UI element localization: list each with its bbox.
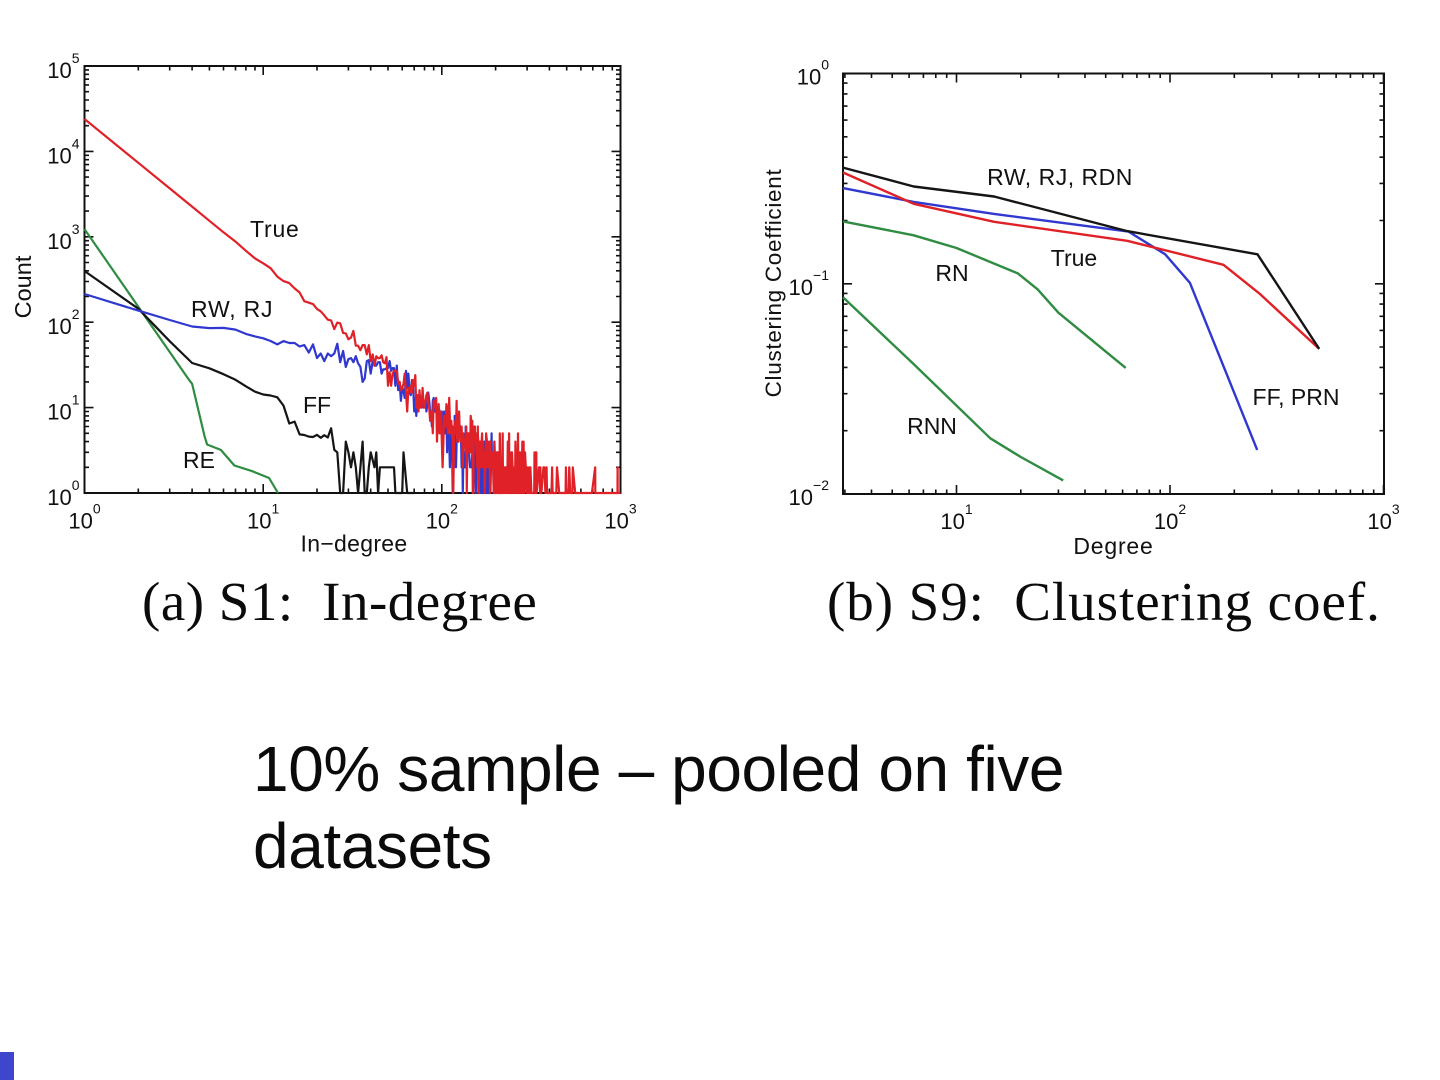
svg-text:True: True — [1051, 245, 1097, 271]
svg-text:Clustering Coefficient: Clustering Coefficient — [761, 169, 786, 398]
svg-text:104: 104 — [47, 135, 79, 168]
svg-text:RNN: RNN — [907, 413, 957, 439]
svg-text:True: True — [250, 216, 300, 242]
svg-text:FF, PRN: FF, PRN — [1253, 384, 1340, 410]
svg-text:100: 100 — [47, 477, 79, 510]
svg-text:105: 105 — [47, 50, 79, 83]
svg-text:103: 103 — [1367, 501, 1399, 534]
svg-text:101: 101 — [940, 501, 972, 534]
svg-text:Count: Count — [10, 255, 36, 318]
svg-text:102: 102 — [47, 306, 79, 339]
svg-text:Degree: Degree — [1073, 533, 1153, 559]
svg-text:102: 102 — [426, 501, 458, 534]
svg-text:RN: RN — [935, 260, 968, 286]
svg-text:101: 101 — [247, 501, 279, 534]
svg-text:10−1: 10−1 — [789, 267, 830, 300]
svg-text:RE: RE — [183, 447, 215, 473]
svg-text:RW, RJ, RDN: RW, RJ, RDN — [987, 164, 1133, 190]
svg-text:10−2: 10−2 — [789, 477, 830, 510]
svg-text:In−degree: In−degree — [301, 531, 408, 557]
svg-text:FF: FF — [303, 392, 331, 418]
svg-text:100: 100 — [797, 57, 829, 90]
svg-text:103: 103 — [47, 221, 79, 254]
svg-text:103: 103 — [604, 501, 636, 534]
svg-text:101: 101 — [47, 392, 79, 425]
svg-text:100: 100 — [68, 501, 100, 534]
svg-text:RW, RJ: RW, RJ — [191, 296, 273, 322]
svg-text:102: 102 — [1154, 501, 1186, 534]
